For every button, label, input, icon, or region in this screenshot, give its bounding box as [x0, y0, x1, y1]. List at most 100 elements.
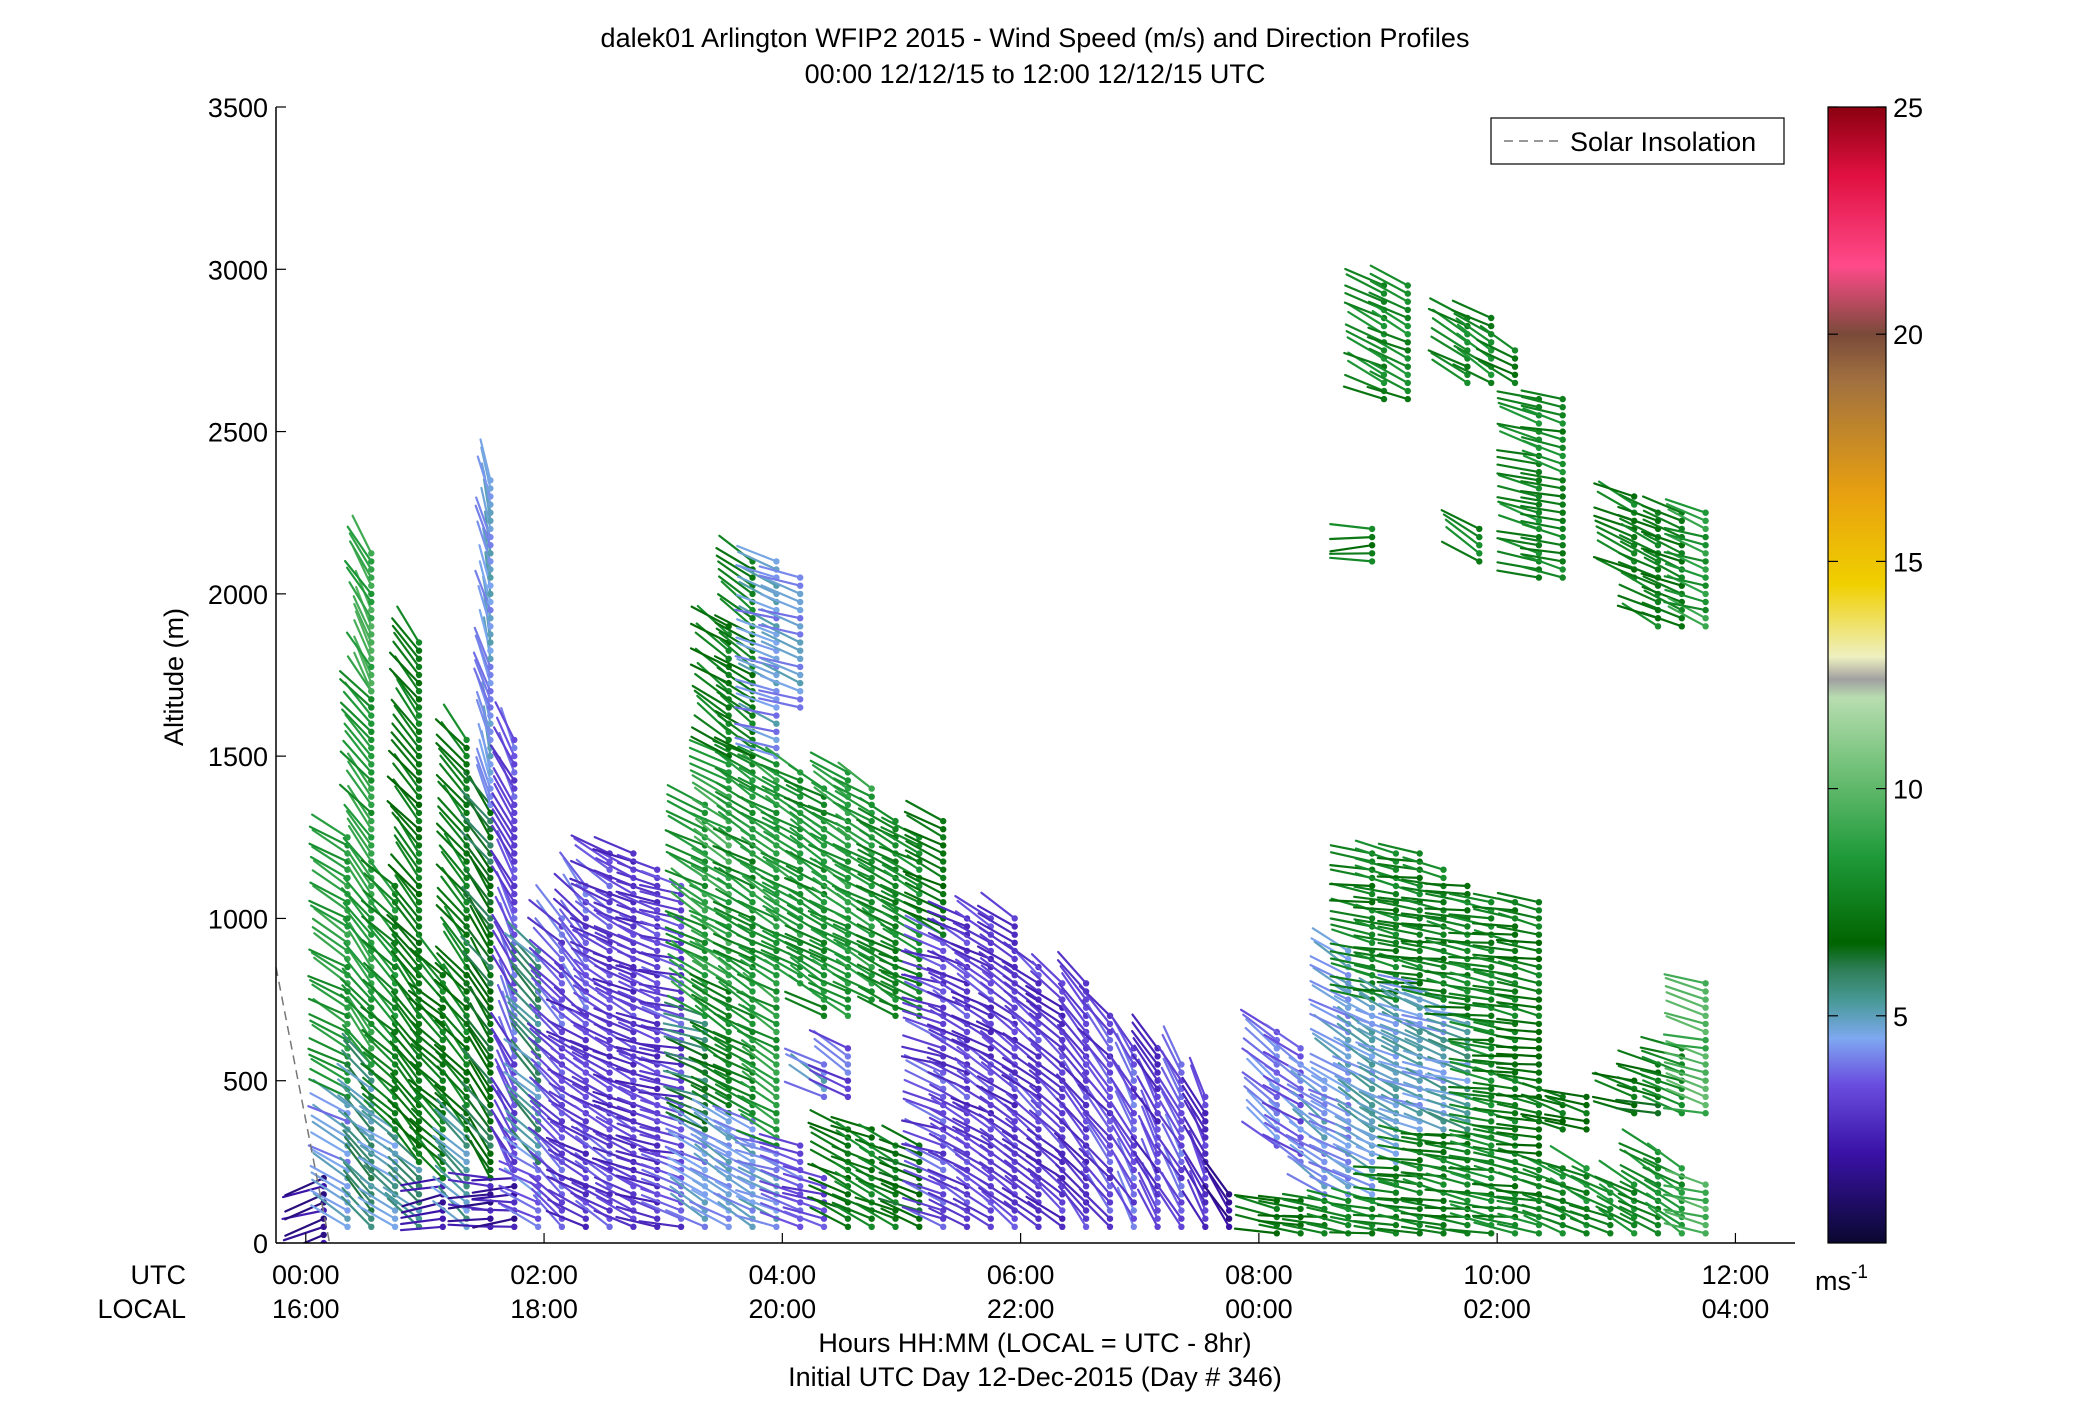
wind-barb-point: [1464, 1110, 1471, 1117]
wind-barb-shaft: [861, 907, 897, 936]
wind-barb-shaft: [784, 990, 826, 1009]
wind-barb-shaft: [695, 622, 730, 652]
wind-barb-point: [797, 1150, 804, 1157]
wind-barb-point: [749, 590, 756, 598]
wind-barb-shaft: [503, 1127, 540, 1155]
wind-barb-point: [773, 1036, 780, 1044]
wind-barb-shaft: [809, 751, 850, 774]
wind-barb-shaft: [667, 1147, 707, 1172]
wind-barb-point: [487, 728, 494, 735]
wind-barb-point: [415, 639, 423, 646]
wind-barb-shaft: [714, 750, 754, 774]
wind-barb-shaft: [1496, 971, 1541, 985]
wind-barb-point: [1535, 1004, 1543, 1011]
wind-barb-shaft: [717, 567, 754, 596]
wind-barb-shaft: [435, 1050, 468, 1082]
wind-barb-shaft: [1496, 891, 1541, 904]
wind-barb-point: [868, 923, 875, 930]
wind-barb-point: [1631, 1181, 1638, 1188]
wind-barb-point: [368, 761, 375, 768]
wind-barb-shaft: [595, 889, 635, 912]
wind-barb-shaft: [1641, 601, 1683, 620]
wind-barb-point: [368, 550, 375, 557]
wind-barb-shaft: [737, 1175, 778, 1196]
wind-barb-point: [1011, 1028, 1018, 1036]
wind-barb-shaft: [714, 767, 754, 790]
wind-barb-shaft: [390, 698, 421, 733]
wind-barb-point: [1464, 379, 1471, 387]
wind-barb-shaft: [1344, 267, 1386, 287]
wind-barb-shaft: [346, 525, 373, 563]
wind-barb-point: [1702, 1020, 1709, 1028]
wind-barb-shaft: [1233, 1227, 1278, 1235]
wind-barb-shaft: [760, 593, 802, 612]
wind-barb-point: [1178, 1174, 1185, 1182]
wind-barb-shaft: [1134, 1157, 1159, 1196]
wind-barb-shaft: [439, 754, 468, 790]
wind-barb-point: [344, 1020, 351, 1028]
wind-barb-point: [749, 899, 756, 906]
wind-barb-shaft: [881, 816, 921, 839]
wind-barb-point: [1464, 1197, 1471, 1205]
wind-barb-point: [892, 882, 899, 890]
wind-barb-shaft: [357, 1196, 397, 1220]
wind-barb-point: [463, 1199, 470, 1206]
wind-barb-shaft: [1522, 454, 1564, 474]
wind-barb-shaft: [715, 684, 754, 709]
wind-barb-shaft: [436, 886, 468, 920]
wind-barb-point: [1535, 501, 1543, 508]
wind-barb-point: [344, 1215, 351, 1222]
wind-barb-point: [487, 931, 494, 938]
wind-barb-shaft: [496, 716, 516, 758]
wind-barb-point: [582, 915, 589, 922]
wind-barb-point: [1202, 1150, 1209, 1157]
wind-barb-shaft: [1003, 965, 1040, 993]
wind-barb-point: [1464, 1126, 1471, 1133]
wind-barb-shaft: [955, 1103, 992, 1131]
wind-barb-shaft: [1140, 1065, 1159, 1107]
wind-barb-shaft: [760, 949, 802, 969]
wind-barb-shaft: [1109, 1076, 1135, 1115]
wind-barb-shaft: [668, 877, 707, 904]
wind-barb-point: [1535, 1077, 1543, 1084]
wind-barb-point: [630, 1061, 637, 1068]
wind-barb-shaft: [595, 872, 635, 896]
wind-barb-point: [1368, 1118, 1376, 1125]
wind-barb-shaft: [1544, 1119, 1588, 1131]
wind-barb-shaft: [664, 1145, 707, 1164]
wind-barb-point: [511, 736, 518, 744]
wind-barb-shaft: [491, 792, 516, 831]
wind-barb-point: [1702, 558, 1709, 565]
wind-barb-shaft: [882, 911, 921, 936]
wind-barb-shaft: [811, 958, 850, 985]
wind-barb-shaft: [1061, 1004, 1088, 1042]
wind-barb-point: [1154, 1118, 1161, 1125]
wind-barb-shaft: [1496, 397, 1541, 409]
wind-barb-shaft: [1472, 1081, 1517, 1090]
wind-barb-shaft: [1156, 1166, 1183, 1204]
wind-barb-shaft: [1111, 1124, 1135, 1164]
wind-barb-shaft: [416, 1135, 444, 1172]
wind-barb-point: [368, 647, 375, 654]
wind-barb-shaft: [492, 856, 516, 896]
wind-barb-shaft: [760, 584, 802, 604]
wind-barb-point: [1678, 615, 1686, 622]
wind-barb-shaft: [715, 546, 754, 571]
wind-barb-shaft: [856, 963, 897, 985]
wind-barb-shaft: [713, 907, 754, 928]
wind-barb-shaft: [493, 726, 516, 766]
wind-barb-point: [1392, 890, 1400, 898]
wind-barb-shaft: [389, 651, 421, 685]
wind-barb-shaft: [932, 1069, 969, 1099]
wind-barb-shaft: [342, 1129, 373, 1164]
wind-barb-point: [344, 1207, 351, 1214]
wind-barb-point: [1082, 1134, 1090, 1141]
wind-barb-shaft: [415, 998, 444, 1034]
wind-barb-shaft: [1475, 357, 1517, 376]
wind-barb-shaft: [1495, 1027, 1541, 1034]
wind-barb-point: [1416, 1077, 1423, 1084]
wind-barb-shaft: [883, 869, 921, 896]
wind-barb-shaft: [1245, 1098, 1278, 1131]
wind-barb-shaft: [1596, 1195, 1636, 1219]
wind-barb-point: [1416, 1126, 1423, 1133]
